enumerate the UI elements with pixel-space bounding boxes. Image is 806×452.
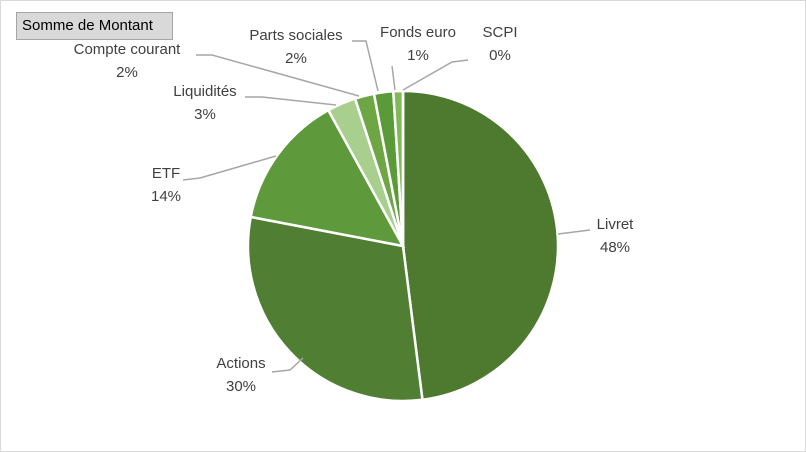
leader-line [402,59,469,91]
slice-label: Liquidités [173,83,236,100]
slice-value-label: 0% [489,47,511,64]
slice-label: Compte courant [74,41,182,58]
leader-line [557,229,591,235]
leader-line [196,54,360,97]
pie-slice [401,89,560,402]
slice-value-label: 14% [151,188,181,205]
slice-value-label: 30% [226,378,256,395]
field-button[interactable] [16,12,173,40]
slice-label: Livret [597,216,635,233]
slice-label: Parts sociales [249,27,342,44]
leader-line [391,65,396,91]
slice-value-label: 1% [407,47,429,64]
slice-value-label: 48% [600,239,630,256]
slice-value-label: 2% [285,50,307,67]
slice-label: Actions [216,355,265,372]
field-button-label: Somme de Montant [22,17,154,34]
slice-label: ETF [152,165,180,182]
slice-value-label: 2% [116,64,138,81]
leader-line [182,155,277,181]
slice-label: SCPI [482,24,517,41]
slice-label: Fonds euro [380,24,456,41]
slice-value-label: 3% [194,106,216,123]
pie-slice [246,215,424,403]
pie-slice [249,108,406,248]
leader-line [271,357,304,373]
leader-line [352,40,379,92]
leader-line [245,96,337,106]
